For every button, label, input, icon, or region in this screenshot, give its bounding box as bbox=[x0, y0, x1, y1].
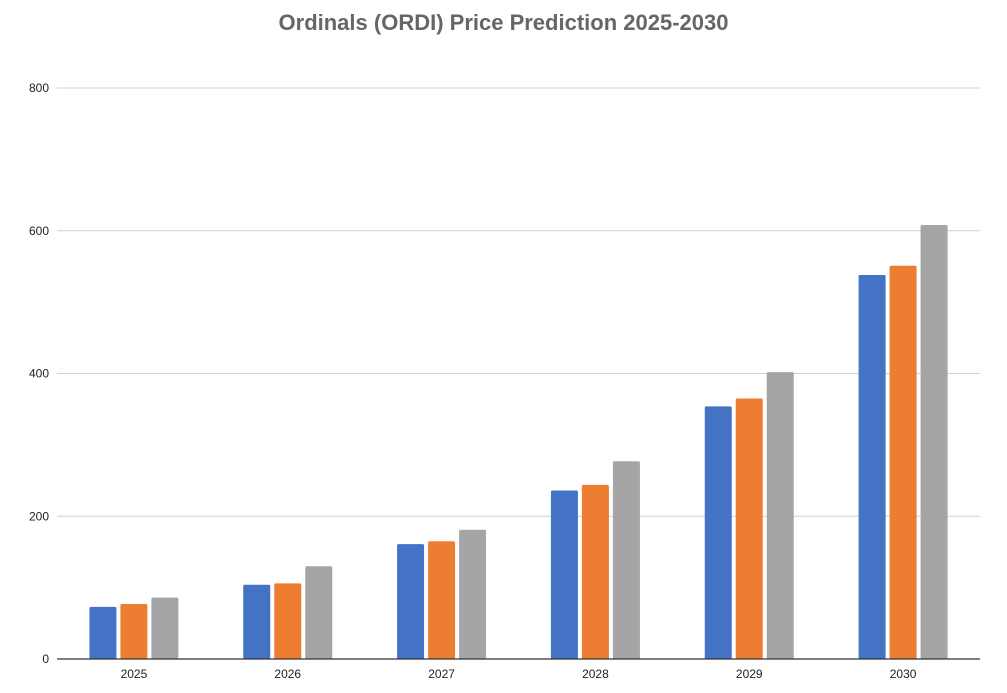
bar-2029-series-1 bbox=[704, 406, 732, 659]
gridlines bbox=[57, 87, 980, 517]
bar-2025-series-3 bbox=[151, 597, 179, 659]
bar-2029-series-2 bbox=[735, 398, 763, 659]
bar-2030-series-1 bbox=[858, 275, 886, 659]
y-tick-label: 600 bbox=[29, 224, 49, 238]
y-tick-label: 0 bbox=[42, 652, 49, 666]
bar-2028-series-3 bbox=[612, 461, 640, 659]
bars bbox=[89, 225, 948, 660]
bar-2026-series-1 bbox=[243, 584, 271, 659]
bar-2025-series-2 bbox=[120, 604, 148, 659]
bar-2028-series-2 bbox=[581, 484, 609, 659]
bar-2027-series-3 bbox=[459, 529, 487, 659]
chart-title: Ordinals (ORDI) Price Prediction 2025-20… bbox=[278, 10, 729, 35]
bar-2029-series-3 bbox=[766, 372, 794, 659]
bar-2030-series-2 bbox=[889, 265, 917, 659]
bar-2027-series-2 bbox=[428, 541, 456, 659]
bar-2026-series-2 bbox=[274, 583, 302, 659]
bar-2030-series-3 bbox=[920, 225, 948, 660]
x-axis-ticks: 2025 2026 2027 2028 2029 2030 bbox=[121, 667, 917, 681]
bar-2025-series-1 bbox=[89, 606, 117, 659]
x-tick-label: 2029 bbox=[736, 667, 763, 681]
bar-2028-series-1 bbox=[550, 490, 578, 659]
y-tick-label: 800 bbox=[29, 81, 49, 95]
x-tick-label: 2030 bbox=[890, 667, 917, 681]
x-tick-label: 2028 bbox=[582, 667, 609, 681]
x-tick-label: 2025 bbox=[121, 667, 148, 681]
y-tick-label: 200 bbox=[29, 509, 49, 523]
y-axis-ticks: 0 200 400 600 800 bbox=[29, 81, 49, 666]
bar-2027-series-1 bbox=[397, 544, 425, 659]
bar-2026-series-3 bbox=[305, 566, 333, 659]
y-tick-label: 400 bbox=[29, 367, 49, 381]
x-tick-label: 2027 bbox=[428, 667, 455, 681]
x-tick-label: 2026 bbox=[274, 667, 301, 681]
